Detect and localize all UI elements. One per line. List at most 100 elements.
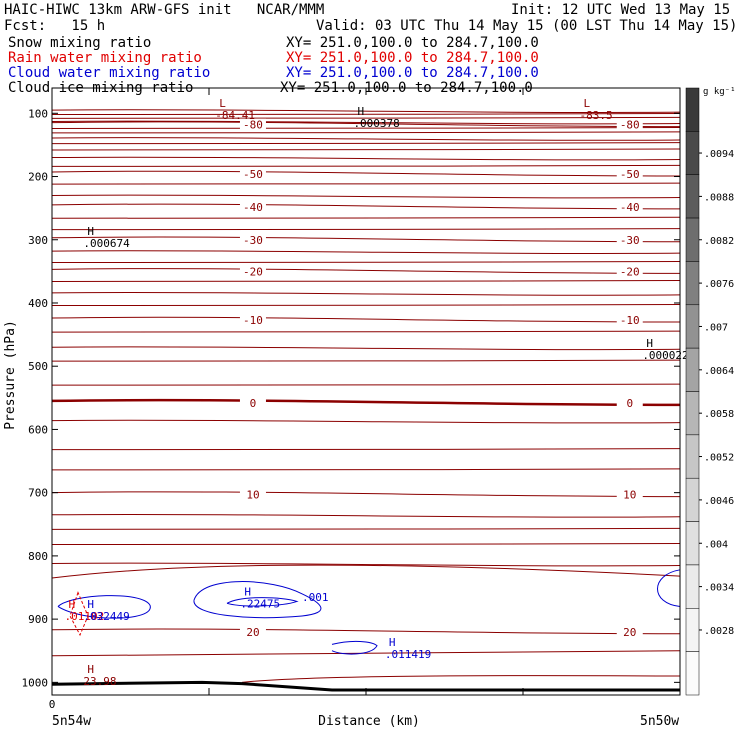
isotherm-line xyxy=(51,113,681,116)
isotherm-line xyxy=(51,468,681,471)
extremum-value: .000378 xyxy=(353,117,399,130)
colorbar-swatch xyxy=(685,304,700,349)
colorbar-swatch xyxy=(685,434,700,479)
field-cloudwater-xy: XY= 251.0,100.0 to 284.7,100.0 xyxy=(286,65,539,81)
colorbar-swatch xyxy=(685,174,700,219)
y-tick-label: 100 xyxy=(28,107,48,120)
colorbar-swatch xyxy=(685,521,700,566)
isotherm-line xyxy=(51,164,681,167)
colorbar-label: .0034 xyxy=(704,583,734,594)
isotherm-label-bg xyxy=(239,200,266,213)
colorbar-swatch xyxy=(685,87,700,132)
extremum-value: .032449 xyxy=(83,610,129,623)
y-tick-label: 500 xyxy=(28,360,48,373)
y-tick-label: 800 xyxy=(28,550,48,563)
isotherm-labelled-line xyxy=(51,236,681,243)
isotherm-label: 0 xyxy=(250,397,257,410)
colorbar-label: .0064 xyxy=(704,366,734,377)
isotherm-label-bg xyxy=(616,118,643,131)
x-origin-tick-label: 0 xyxy=(49,698,56,711)
rain-water-contour xyxy=(69,591,89,637)
isotherm-label: -50 xyxy=(620,168,640,181)
isotherm-label-bg xyxy=(616,314,643,327)
isotherm-label: 0 xyxy=(626,397,633,410)
isotherm-label: -50 xyxy=(243,168,263,181)
isotherm-label-bg xyxy=(239,625,266,638)
isotherm-line xyxy=(51,346,681,351)
isotherm-label-bg xyxy=(239,488,266,501)
isotherm-label-bg xyxy=(616,396,643,409)
colorbar-label: .0082 xyxy=(704,236,734,247)
isotherm-label-bg xyxy=(616,625,643,638)
isotherm-labelled-line xyxy=(51,316,681,323)
isotherm-line xyxy=(51,419,681,424)
colorbar-unit: g kg⁻¹ xyxy=(703,87,736,97)
extremum-value: .011419 xyxy=(385,648,431,661)
colorbar-label: .004 xyxy=(704,539,728,550)
field-snow-xy: XY= 251.0,100.0 to 284.7,100.0 xyxy=(286,35,539,51)
isotherm-line xyxy=(51,359,681,362)
colorbar-label: .0076 xyxy=(704,279,734,290)
cloud-water-contour xyxy=(226,597,299,607)
terrain-line xyxy=(51,680,680,692)
isotherm-label-bg xyxy=(239,265,266,278)
isotherm-line xyxy=(51,126,681,129)
isotherm-label: -80 xyxy=(243,119,263,132)
extremum-value: .01102 xyxy=(65,610,105,623)
isotherm-line xyxy=(51,182,681,185)
isotherm-label-bg xyxy=(239,396,266,409)
isotherm-label: 10 xyxy=(623,489,636,502)
isotherm-line xyxy=(51,304,681,307)
isotherm-line xyxy=(51,564,681,579)
extremum-value: .22475 xyxy=(240,597,280,610)
extremum-type: L xyxy=(584,97,591,110)
colorbar-swatch xyxy=(685,608,700,652)
isotherm-label-bg xyxy=(239,233,266,246)
isotherm-line xyxy=(51,216,681,219)
y-tick-label: 600 xyxy=(28,423,48,436)
colorbar-swatch xyxy=(685,651,700,696)
extremum-value: 23.98 xyxy=(83,675,116,688)
x-axis-label: Distance (km) xyxy=(318,714,420,729)
colorbar: .0094 .0088 .0082 .0076 .007 .0064 .0058 .0052.… xyxy=(685,87,736,696)
isotherm-line xyxy=(241,675,681,683)
isotherm-line xyxy=(51,383,681,386)
y-tick-label: 200 xyxy=(28,171,48,184)
extremum-type: H xyxy=(69,598,76,611)
isotherm-line xyxy=(51,650,681,657)
isotherm-label: -20 xyxy=(620,265,640,278)
field-cloudwater-name: Cloud water mixing ratio xyxy=(8,65,211,81)
y-axis-label: Pressure (hPa) xyxy=(3,320,18,430)
isotherm-label: 20 xyxy=(246,626,259,639)
isotherm-label-bg xyxy=(616,233,643,246)
y-tick-label: 1000 xyxy=(22,676,49,689)
isotherm-labelled-line xyxy=(51,628,681,635)
isotherm-label: -20 xyxy=(243,265,263,278)
extremum-type: H xyxy=(87,663,94,676)
isotherm-label: 20 xyxy=(623,626,636,639)
isotherm-label: -40 xyxy=(243,201,263,214)
y-tick-label: 300 xyxy=(28,234,48,247)
header-line-2-left: Fcst: 15 h xyxy=(4,18,106,34)
isotherm-label-bg xyxy=(239,167,266,180)
contour-lines: -80 -80 -50 -50 -40 -40 -30 -30 -20 -20 -10 -10 0 0 10… xyxy=(51,109,681,692)
extremum-value: .000674 xyxy=(83,237,130,250)
colorbar-swatch xyxy=(685,217,700,262)
isotherm-label: -10 xyxy=(243,314,263,327)
colorbar-swatch xyxy=(685,477,700,522)
plot-frame xyxy=(51,87,681,696)
isotherm-labelled-line xyxy=(51,170,681,177)
y-tick-label: 400 xyxy=(28,297,48,310)
colorbar-label: .007 xyxy=(704,322,728,333)
colorbar-label: .0058 xyxy=(704,409,734,420)
isotherm-labelled-line xyxy=(51,491,681,498)
isotherm-label: -30 xyxy=(620,234,640,247)
isotherm-label: -80 xyxy=(620,119,640,132)
colorbar-swatch xyxy=(685,131,700,175)
isotherm-line xyxy=(51,250,681,255)
isotherm-line xyxy=(51,261,681,264)
extremum-value: -84.41 xyxy=(215,109,255,122)
isotherm-labelled-line xyxy=(51,203,681,210)
isotherm-line xyxy=(51,142,681,145)
colorbar-label: .0052 xyxy=(704,453,734,464)
